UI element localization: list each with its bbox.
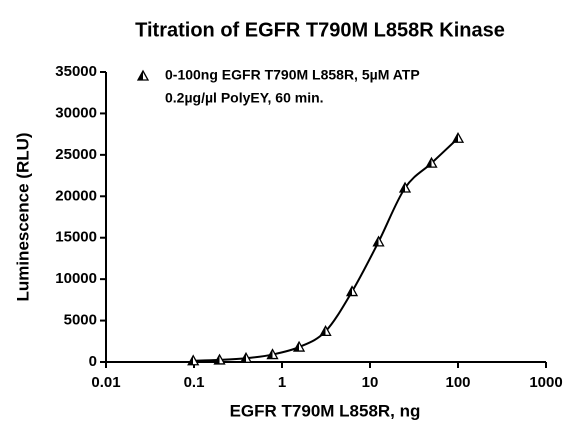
data-point [319, 325, 332, 336]
x-tick-label: 10 [362, 374, 379, 391]
data-point [425, 156, 438, 168]
data-point [213, 353, 226, 365]
y-tick-label: 25000 [55, 146, 97, 163]
data-point [372, 235, 385, 247]
y-axis-label: Luminescence (RLU) [13, 132, 32, 301]
y-tick-label: 10000 [55, 270, 97, 287]
x-tick-label: 0.1 [184, 374, 205, 391]
data-point [451, 131, 465, 143]
y-tick-label: 5000 [64, 312, 97, 329]
data-point [398, 181, 412, 193]
legend-marker [136, 69, 150, 81]
y-tick-label: 30000 [55, 104, 97, 121]
legend-label: 0.2µg/µl PolyEY, 60 min. [165, 90, 324, 106]
y-tick-label: 0 [89, 353, 97, 370]
y-tick-label: 35000 [55, 63, 97, 80]
x-tick-label: 1 [278, 374, 286, 391]
data-point [292, 340, 306, 352]
x-tick-label: 1000 [529, 374, 562, 391]
legend-label: 0-100ng EGFR T790M L858R, 5µM ATP [165, 67, 420, 83]
x-tick-label: 0.01 [91, 374, 120, 391]
data-point [187, 354, 200, 366]
data-point [266, 348, 279, 360]
data-point [345, 285, 359, 297]
data-point [239, 351, 253, 363]
x-tick-label: 100 [445, 374, 470, 391]
chart-title: Titration of EGFR T790M L858R Kinase [135, 19, 505, 41]
y-tick-label: 15000 [55, 229, 97, 246]
x-axis-label: EGFR T790M L858R, ng [230, 401, 421, 420]
y-tick-label: 20000 [55, 187, 97, 204]
